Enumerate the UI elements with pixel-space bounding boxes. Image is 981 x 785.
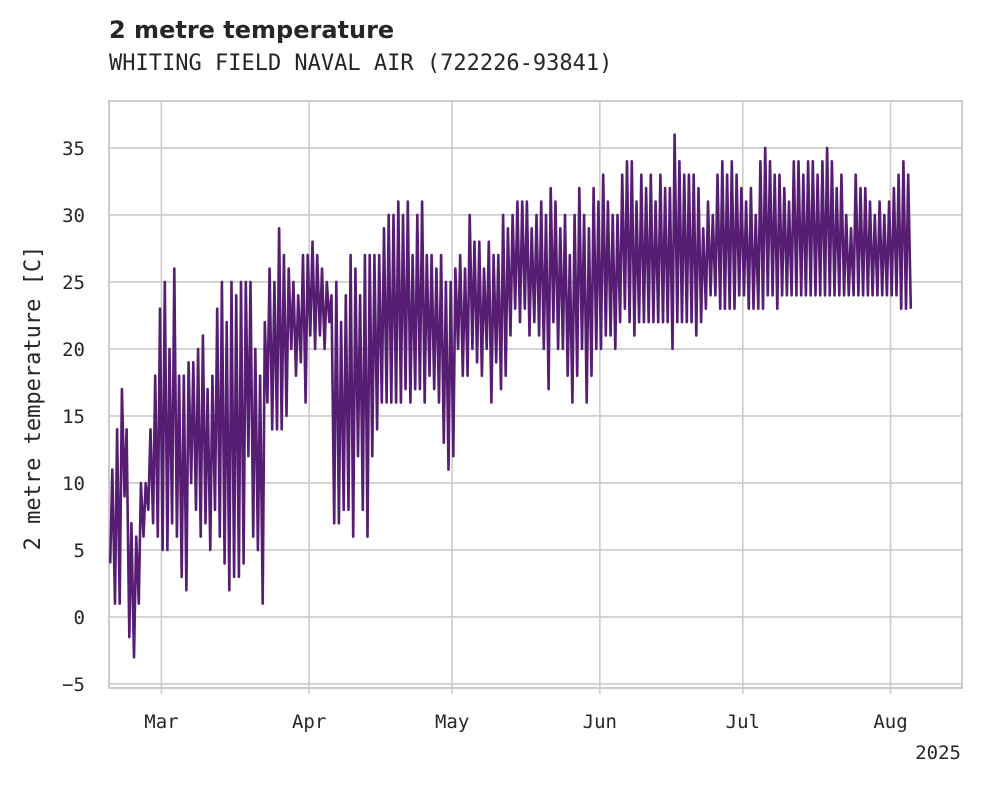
x-tick-label: Aug (873, 711, 907, 733)
y-tick-label: 15 (62, 406, 85, 428)
tick-labels: −5 0 5 10 15 20 25 30 35 Mar Apr May Jun Jul Aug (62, 138, 908, 733)
plot-frame (108, 100, 963, 689)
y-tick-label: 20 (62, 339, 85, 361)
series-layer (109, 133, 913, 659)
temperature-series-line (109, 133, 913, 659)
chart-subtitle: WHITING FIELD NAVAL AIR (722226-93841) (109, 51, 613, 76)
chart-title: 2 metre temperature (109, 16, 395, 44)
x-tick-label: Jul (726, 711, 760, 733)
y-tick-label: 0 (74, 607, 85, 629)
x-tick-label: May (435, 711, 469, 733)
y-tick-label: 5 (74, 540, 85, 562)
x-tick-label: Mar (144, 711, 178, 733)
y-tick-label: −5 (62, 674, 85, 696)
y-tick-label: 10 (62, 473, 85, 495)
y-tick-label: 35 (62, 138, 85, 160)
y-axis-label: 2 metre temperature [C] (21, 246, 46, 551)
x-tick-label: Jun (583, 711, 617, 733)
x-axis-year-label: 2025 (915, 742, 961, 764)
y-tick-label: 30 (62, 205, 85, 227)
y-tick-label: 25 (62, 272, 85, 294)
x-tick-label: Apr (292, 711, 326, 733)
